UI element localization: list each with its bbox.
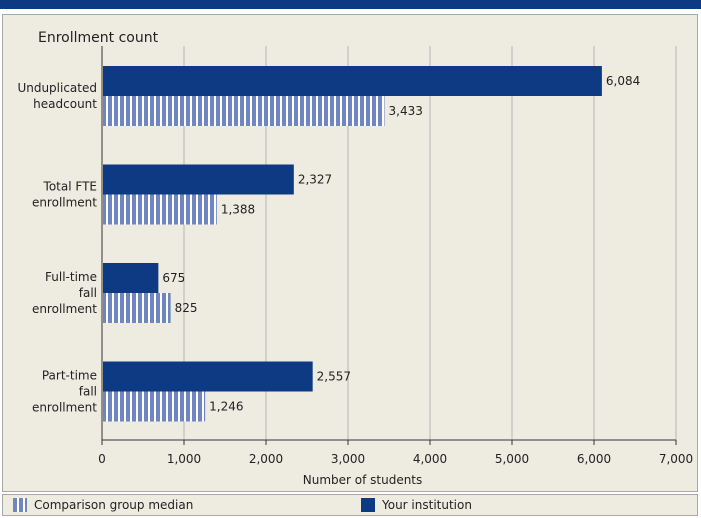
- bars: 6,084 3,433 2,327 1,388 675 825 2,557 1,246: [103, 66, 640, 422]
- x-axis-label: Number of students: [302, 473, 423, 487]
- bar-comparison-median: [103, 293, 171, 323]
- axes: 0 1,000 2,000 3,000 4,000 5,000 6,000 7,000 Undu…: [17, 46, 693, 466]
- y-category-label: Unduplicated headcount: [17, 81, 97, 111]
- y-category-label-line: Total FTE: [43, 180, 97, 194]
- data-label-comparison-median: 1,388: [221, 203, 255, 217]
- y-category-label-line: headcount: [33, 97, 97, 111]
- data-label-comparison-median: 3,433: [389, 104, 423, 118]
- data-label-your-institution: 675: [162, 271, 185, 285]
- y-category-label-line: Unduplicated: [17, 81, 97, 95]
- legend-item-yours: Your institution: [361, 498, 472, 512]
- y-category-label-line: enrollment: [32, 196, 97, 210]
- x-tick-label: 7,000: [659, 452, 693, 466]
- data-label-comparison-median: 1,246: [209, 400, 243, 414]
- legend-swatch-yours: [361, 498, 375, 512]
- bar-comparison-median: [103, 194, 217, 225]
- data-label-your-institution: 2,557: [317, 370, 351, 384]
- y-category-label: Part-time fall enrollment: [32, 369, 97, 415]
- legend: Comparison group median Your institution: [2, 494, 698, 516]
- top-accent-bar: [0, 0, 701, 9]
- x-tick-label: 5,000: [495, 452, 529, 466]
- x-tick-label: 0: [98, 452, 106, 466]
- chart-title: Enrollment count: [38, 30, 159, 46]
- legend-item-comparison: Comparison group median: [13, 498, 193, 512]
- x-tick-label: 4,000: [413, 452, 447, 466]
- y-category-label: Full-time fall enrollment: [32, 270, 97, 316]
- legend-swatch-comparison: [13, 498, 27, 512]
- y-category-label-line: Full-time: [45, 270, 97, 284]
- bar-your-institution: [103, 361, 313, 392]
- bar-your-institution: [103, 263, 159, 293]
- x-tick-label: 3,000: [331, 452, 365, 466]
- y-category-label-line: Part-time: [42, 369, 97, 383]
- bar-your-institution: [103, 164, 294, 195]
- data-label-your-institution: 2,327: [298, 173, 332, 187]
- legend-label-yours: Your institution: [382, 498, 472, 512]
- x-tick-label: 1,000: [167, 452, 201, 466]
- y-category-label-line: fall: [79, 286, 97, 300]
- bar-your-institution: [103, 66, 602, 96]
- y-category-label-line: fall: [79, 385, 97, 399]
- x-tick-label: 2,000: [249, 452, 283, 466]
- bar-comparison-median: [103, 391, 206, 422]
- data-label-comparison-median: 825: [175, 301, 198, 315]
- data-label-your-institution: 6,084: [606, 74, 640, 88]
- y-category-label-line: enrollment: [32, 302, 97, 316]
- x-tick-label: 6,000: [577, 452, 611, 466]
- y-category-label-line: enrollment: [32, 401, 97, 415]
- bar-comparison-median: [103, 96, 385, 126]
- y-category-label: Total FTE enrollment: [32, 180, 97, 210]
- legend-label-comparison: Comparison group median: [34, 498, 194, 512]
